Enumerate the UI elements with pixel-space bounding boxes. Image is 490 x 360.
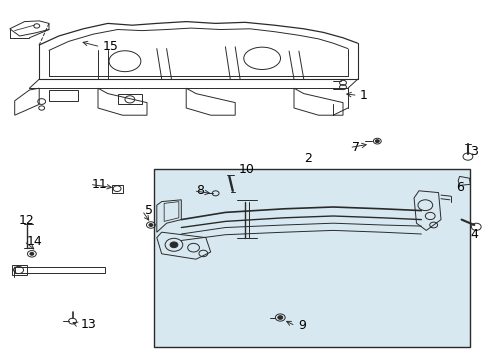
Bar	[112, 185, 122, 193]
Text: 3: 3	[470, 145, 478, 158]
Circle shape	[278, 316, 283, 319]
Text: 7: 7	[352, 141, 360, 154]
Text: 4: 4	[470, 228, 478, 240]
Text: 9: 9	[298, 319, 306, 332]
Text: 14: 14	[26, 235, 42, 248]
Bar	[118, 94, 142, 104]
Text: 11: 11	[92, 178, 108, 191]
Circle shape	[149, 224, 153, 226]
Text: 6: 6	[456, 181, 464, 194]
Text: 5: 5	[145, 204, 152, 217]
Bar	[49, 90, 78, 101]
Text: 10: 10	[239, 163, 255, 176]
Text: 12: 12	[19, 214, 34, 227]
Text: 1: 1	[360, 89, 368, 102]
Circle shape	[30, 252, 34, 255]
Bar	[154, 169, 470, 347]
Circle shape	[170, 242, 178, 248]
Circle shape	[375, 140, 379, 143]
Text: 13: 13	[81, 318, 97, 331]
Text: 2: 2	[304, 152, 312, 165]
Text: 8: 8	[196, 184, 204, 197]
Text: 15: 15	[103, 40, 119, 53]
